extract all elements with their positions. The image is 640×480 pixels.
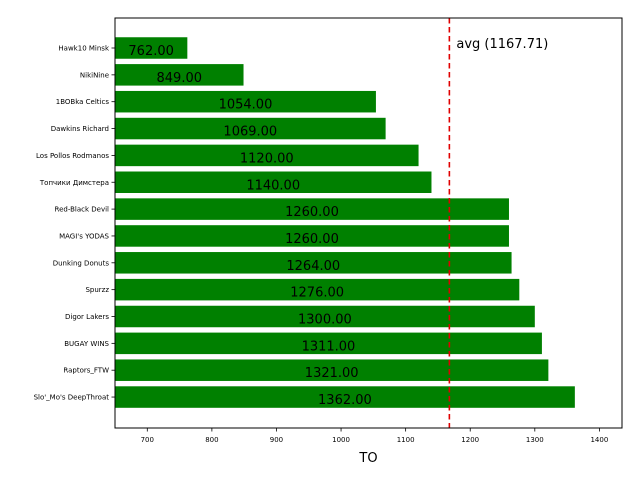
bar-value-label: 1300.00 xyxy=(298,313,352,328)
bar xyxy=(115,144,419,167)
bar xyxy=(115,117,386,140)
bar xyxy=(115,252,512,274)
bar xyxy=(115,305,535,328)
average-label: avg (1167.71) xyxy=(456,37,548,52)
x-tick-label: 1100 xyxy=(397,436,415,444)
bar xyxy=(115,386,575,408)
y-tick-label: NikiNine xyxy=(80,71,109,79)
y-tick-label: Los Pollos Rodmanos xyxy=(36,152,109,160)
y-tick-label: BUGAY WINS xyxy=(64,340,109,348)
y-tick-label: Топчики Димстера xyxy=(39,179,109,187)
y-tick-label: Dawkins Richard xyxy=(51,125,109,133)
bar-value-label: 1276.00 xyxy=(290,286,344,301)
bar xyxy=(115,171,432,193)
x-tick-label: 1400 xyxy=(590,436,608,444)
bar xyxy=(115,332,542,355)
x-tick-label: 1200 xyxy=(461,436,479,444)
bar xyxy=(115,198,509,220)
bar xyxy=(115,225,509,247)
y-tick-label: 1BOBka Celtics xyxy=(56,98,110,106)
bar-value-label: 1140.00 xyxy=(246,178,300,193)
x-tick-label: 1000 xyxy=(332,436,350,444)
x-tick-label: 800 xyxy=(205,436,218,444)
bars-group xyxy=(115,37,575,408)
x-axis: 700 800 900 1000 1100 1200 1300 1400 xyxy=(141,428,608,444)
bar-value-label: 1264.00 xyxy=(286,259,340,274)
bar-value-label: 849.00 xyxy=(157,71,203,86)
bar-value-label: 1260.00 xyxy=(285,232,339,247)
bar-value-label: 1120.00 xyxy=(240,151,294,166)
y-tick-label: Slo'_Mo's DeepThroat xyxy=(34,394,110,402)
bar xyxy=(115,359,549,381)
x-tick-label: 900 xyxy=(270,436,283,444)
bar-value-label: 1069.00 xyxy=(223,125,277,140)
y-tick-label: Digor Lakers xyxy=(65,313,109,321)
bar xyxy=(115,37,188,59)
bar-value-labels: 762.00 849.00 1054.00 1069.00 1120.00 1140.00… xyxy=(128,44,371,408)
x-axis-title: TO xyxy=(358,451,377,466)
bar-value-label: 1260.00 xyxy=(285,205,339,220)
y-tick-label: MAGI's YODAS xyxy=(59,232,109,240)
bar-value-label: 1311.00 xyxy=(302,339,356,354)
bar-value-label: 1362.00 xyxy=(318,393,372,408)
plot-frame xyxy=(114,17,623,429)
x-tick-label: 700 xyxy=(141,436,154,444)
y-tick-label: Dunking Donuts xyxy=(53,259,110,267)
y-tick-label: Red-Black Devil xyxy=(55,206,110,214)
bar-value-label: 762.00 xyxy=(128,44,174,59)
y-axis: Hawk10 Minsk NikiNine 1BOBka Celtics Dawkin… xyxy=(34,45,115,402)
bar-value-label: 1054.00 xyxy=(219,98,273,113)
average-line-group: avg (1167.71) xyxy=(448,18,548,428)
y-tick-label: Spurzz xyxy=(85,286,109,294)
bar xyxy=(115,90,376,113)
y-tick-label: Hawk10 Minsk xyxy=(58,45,110,53)
bar-value-label: 1321.00 xyxy=(305,366,359,381)
y-tick-label: Raptors_FTW xyxy=(63,367,109,375)
bar xyxy=(115,64,244,86)
x-tick-label: 1300 xyxy=(526,436,544,444)
bar xyxy=(115,278,520,301)
